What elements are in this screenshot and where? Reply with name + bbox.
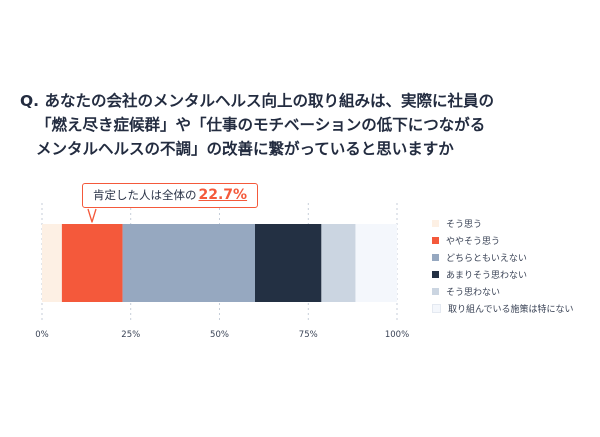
legend-swatch	[432, 271, 439, 278]
legend-label: 取り組んでいる施策は特にない	[448, 305, 574, 315]
legend-swatch	[432, 304, 441, 313]
x-tick-label: 0%	[35, 330, 49, 340]
legend-item-1: そう思う	[432, 215, 574, 232]
legend-label: どちらともいえない	[446, 254, 527, 264]
legend-label: ややそう思う	[446, 237, 501, 247]
legend-label: あまりそう思わない	[446, 271, 528, 281]
callout-connector	[87, 208, 97, 223]
legend-label: そう思う	[446, 220, 483, 230]
callout-text: 肯定した人は全体の	[93, 188, 197, 202]
legend-item-4: あまりそう思わない	[432, 266, 574, 283]
bar-segment-6	[355, 224, 397, 302]
callout-pointer	[87, 208, 97, 223]
bar-segment-1	[42, 224, 62, 302]
x-tick-label: 50%	[210, 330, 229, 340]
legend-item-2: ややそう思う	[432, 232, 574, 249]
x-tick-label: 25%	[121, 330, 140, 340]
question-line-2: 「燃え尽き症候群」や「仕事のモチベーションの低下につながる	[36, 116, 486, 134]
question-line-3: メンタルヘルスの不調」の改善に繋がっていると思いますか	[36, 140, 454, 158]
legend-swatch	[432, 237, 439, 244]
question-title: Q. あなたの会社のメンタルヘルス向上の取り組みは、実際に社員の 「燃え尽き症候…	[20, 89, 580, 161]
x-axis-tick-labels: 0% 25% 50% 75% 100%	[35, 330, 409, 340]
bar-segment-4	[255, 224, 322, 302]
legend-item-5: そう思わない	[432, 283, 574, 300]
positive-share-callout: 肯定した人は全体の 22.7%	[82, 183, 259, 208]
bar-segments	[42, 224, 397, 302]
legend-item-6: 取り組んでいる施策は特にない	[432, 300, 574, 317]
callout-value: 22.7%	[198, 187, 248, 203]
legend-item-3: どちらともいえない	[432, 249, 574, 266]
legend-swatch	[432, 220, 439, 227]
bar-segment-5	[321, 224, 356, 302]
bar-segment-3	[122, 224, 256, 302]
question-line-1: Q. あなたの会社のメンタルヘルス向上の取り組みは、実際に社員の	[20, 92, 494, 110]
legend-swatch	[432, 254, 439, 261]
x-tick-label: 75%	[299, 330, 318, 340]
legend: そう思うややそう思うどちらともいえない あまりそう思わない そう思わない取り組んでい…	[432, 215, 574, 317]
bar-segment-2	[61, 224, 123, 302]
legend-swatch	[432, 288, 439, 295]
x-tick-label: 100%	[385, 330, 409, 340]
legend-label: そう思わない	[446, 288, 501, 298]
